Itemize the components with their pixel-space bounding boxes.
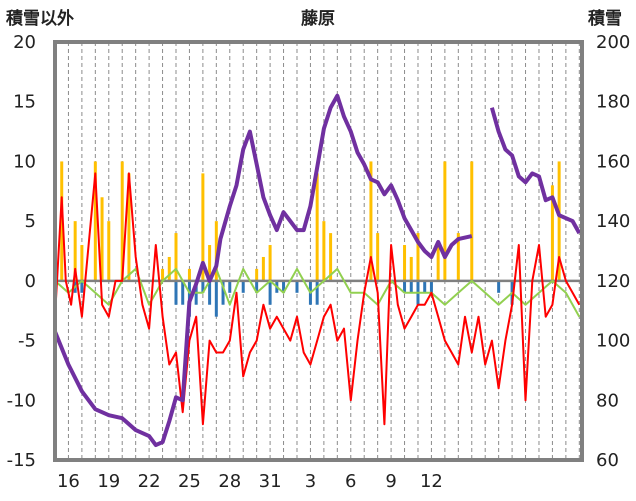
y-axis-left-label: 積雪以外: [6, 8, 74, 29]
x-tick-label: 6: [345, 471, 356, 492]
series-lines: [53, 93, 582, 448]
sunshine-bar: [268, 245, 272, 281]
precipitation-bar: [497, 280, 501, 293]
precipitation-bar: [409, 280, 413, 293]
y-axis-right: 200 180 160 140 120 100 80 60: [596, 32, 630, 471]
y-left-tick-label: 20: [13, 32, 36, 53]
precipitation-bar: [80, 280, 84, 293]
precipitation-bar: [228, 280, 232, 293]
sunshine-bar: [456, 233, 460, 281]
precipitation-bar: [221, 280, 225, 305]
sunshine-bar: [161, 268, 165, 281]
precipitation-bar: [315, 280, 319, 305]
chart-title: 藤原: [301, 9, 335, 29]
y-left-tick-label: -5: [18, 331, 36, 352]
precipitation-bar: [208, 280, 212, 305]
y-left-tick-label: 15: [13, 92, 36, 113]
precipitation-bar: [282, 280, 286, 293]
y-right-tick-label: 200: [596, 32, 630, 53]
y-left-tick-label: 5: [25, 211, 36, 232]
precipitation-bar: [174, 280, 178, 305]
precipitation-bar: [429, 280, 433, 293]
precipitation-bar: [403, 280, 407, 293]
sunshine-bar: [80, 245, 84, 281]
sunshine-bar: [470, 161, 474, 281]
x-tick-label: 3: [305, 471, 316, 492]
sunshine-bar: [436, 245, 440, 281]
sunshine-bar: [120, 161, 124, 281]
x-tick-label: 12: [420, 471, 443, 492]
x-tick-label: 28: [218, 471, 241, 492]
precipitation-bar: [214, 280, 218, 317]
y-right-tick-label: 140: [596, 211, 630, 232]
sunshine-bar: [174, 233, 178, 281]
precipitation-bar: [423, 280, 427, 293]
sunshine-bar: [73, 221, 77, 281]
plot-frame: [53, 40, 584, 462]
sunshine-bar: [255, 268, 259, 281]
precipitation-bar: [295, 280, 299, 293]
x-axis: 16 19 22 25 28 31 3 6 9 12: [57, 471, 443, 492]
precipitation-bar: [181, 280, 185, 305]
x-tick-label: 9: [385, 471, 396, 492]
x-tick-label: 22: [138, 471, 161, 492]
sunshine-bar: [201, 173, 205, 281]
y-axis-left: 20 15 10 5 0 -5 -10 -15: [7, 32, 36, 471]
sunshine-bar: [409, 256, 413, 281]
sunshine-bar: [550, 185, 554, 281]
min_temp-line: [54, 267, 581, 318]
sunshine-bar: [167, 256, 171, 281]
snow_depth-line: [53, 93, 582, 448]
precipitation-bar: [268, 280, 272, 305]
sunshine-bar: [443, 161, 447, 281]
sunshine-bar: [376, 233, 380, 281]
sunshine-bar: [93, 161, 97, 281]
y-right-tick-label: 160: [596, 151, 630, 172]
sunshine-bar: [214, 221, 218, 281]
precipitation-bar: [255, 280, 259, 293]
y-right-tick-label: 60: [596, 450, 619, 471]
sunshine-bar: [557, 161, 561, 281]
sunshine-bar: [208, 245, 212, 281]
y-right-tick-label: 120: [596, 271, 630, 292]
sunshine-bar: [100, 197, 104, 281]
x-tick-label: 31: [259, 471, 282, 492]
precipitation-bar: [201, 280, 205, 293]
y-axis-right-label: 積雪: [588, 8, 622, 29]
y-left-tick-label: -10: [7, 390, 36, 411]
y-right-tick-label: 100: [596, 331, 630, 352]
sunshine-bar: [403, 245, 407, 281]
y-left-tick-label: 0: [25, 271, 36, 292]
sunshine-bar: [416, 233, 420, 281]
precipitation-bar: [241, 280, 245, 293]
sunshine-bar: [261, 256, 265, 281]
x-tick-label: 16: [57, 471, 80, 492]
sunshine-bar: [315, 173, 319, 281]
sunshine-bar: [187, 268, 191, 281]
sunshine-bar: [329, 233, 333, 281]
x-tick-label: 19: [97, 471, 120, 492]
sunshine-bar: [60, 161, 64, 281]
max_temp-line: [54, 172, 581, 426]
x-tick-label: 25: [178, 471, 201, 492]
sunshine-bar: [107, 221, 111, 281]
y-left-tick-label: -15: [7, 450, 36, 471]
sunshine-bar: [369, 161, 373, 281]
y-left-tick-label: 10: [13, 151, 36, 172]
sunshine-bar: [322, 221, 326, 281]
sunshine-bar: [127, 173, 131, 281]
y-right-tick-label: 180: [596, 92, 630, 113]
y-right-tick-label: 80: [596, 390, 619, 411]
